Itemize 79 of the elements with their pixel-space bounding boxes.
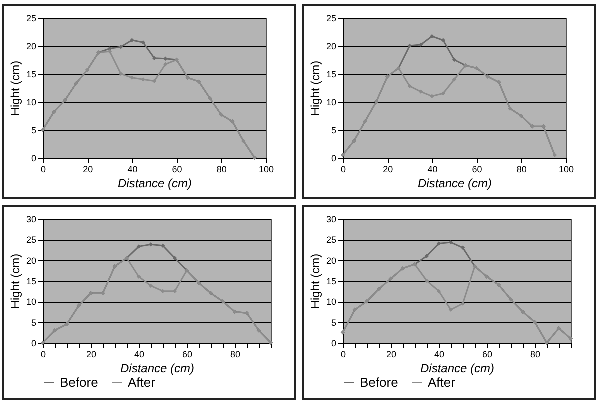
y-tick-label: 5 xyxy=(331,126,336,136)
x-axis-title: Distance (cm) xyxy=(120,362,195,376)
y-tick-label: 20 xyxy=(326,42,336,52)
x-tick-label: 80 xyxy=(216,164,227,174)
y-tick-label: 15 xyxy=(26,276,36,286)
y-tick-label: 25 xyxy=(326,14,336,24)
x-tick-label: 80 xyxy=(530,350,541,360)
y-axis-title: Hight (cm) xyxy=(308,254,322,310)
y-axis-title: Hight (cm) xyxy=(8,60,22,116)
x-tick-label: 0 xyxy=(40,350,46,360)
y-tick-label: 15 xyxy=(26,70,36,80)
y-tick-label: 5 xyxy=(31,126,36,136)
legend-label: Before xyxy=(60,374,98,390)
y-tick-label: 30 xyxy=(26,214,36,224)
x-tick-label: 40 xyxy=(128,164,138,174)
y-tick-label: 10 xyxy=(26,98,36,108)
y-tick-label: 0 xyxy=(31,338,36,348)
y-tick-label: 25 xyxy=(26,14,36,24)
point xyxy=(164,56,168,61)
point xyxy=(452,58,457,62)
point xyxy=(148,284,154,288)
x-tick-label: 80 xyxy=(516,164,527,174)
x-tick-label: 0 xyxy=(340,164,346,174)
point xyxy=(424,278,430,284)
y-tick-label: 30 xyxy=(326,214,336,224)
y-tick-label: 0 xyxy=(331,154,336,164)
y-tick-label: 20 xyxy=(26,256,36,266)
legend-label: Before xyxy=(360,374,398,390)
x-axis-title: Distance (cm) xyxy=(118,176,192,190)
x-tick-label: 20 xyxy=(83,164,94,174)
point xyxy=(452,77,457,82)
y-tick-label: 10 xyxy=(26,297,36,308)
y-tick-label: 5 xyxy=(31,318,36,328)
point xyxy=(441,38,446,43)
y-tick-label: 15 xyxy=(326,276,336,286)
x-tick-label: 20 xyxy=(86,350,97,360)
x-tick-label: 40 xyxy=(434,350,445,360)
legend-label: After xyxy=(428,374,456,390)
y-tick-label: 20 xyxy=(326,256,336,266)
x-tick-label: 0 xyxy=(340,350,346,360)
point xyxy=(418,90,424,94)
point xyxy=(130,76,134,80)
x-tick-label: 0 xyxy=(40,164,46,174)
y-tick-label: 10 xyxy=(326,297,336,308)
y-tick-label: 25 xyxy=(26,235,36,246)
point xyxy=(460,246,466,250)
y-tick-label: 0 xyxy=(331,338,336,348)
x-axis-title: Distance (cm) xyxy=(418,176,492,190)
point xyxy=(448,308,454,312)
x-tick-label: 40 xyxy=(134,350,145,360)
y-tick-label: 10 xyxy=(326,98,336,108)
x-tick-label: 40 xyxy=(428,164,438,174)
x-tick-label: 100 xyxy=(558,164,574,174)
y-tick-label: 25 xyxy=(326,235,336,246)
y-tick-label: 20 xyxy=(26,42,36,52)
y-axis-title: Hight (cm) xyxy=(308,60,322,116)
x-tick-label: 80 xyxy=(230,350,241,360)
point xyxy=(141,40,146,45)
x-tick-label: 20 xyxy=(386,350,397,360)
legend-label: After xyxy=(128,374,156,390)
x-tick-label: 20 xyxy=(383,164,394,174)
line-series xyxy=(340,63,557,158)
y-tick-label: 5 xyxy=(331,318,336,328)
point xyxy=(141,77,146,82)
point xyxy=(408,84,412,88)
x-axis-title: Distance (cm) xyxy=(420,362,495,376)
point xyxy=(118,45,124,50)
point xyxy=(118,72,124,76)
x-tick-label: 60 xyxy=(172,164,182,174)
y-axis-title: Hight (cm) xyxy=(8,254,22,310)
x-tick-label: 60 xyxy=(482,350,493,360)
point xyxy=(441,91,446,96)
y-tick-label: 15 xyxy=(326,70,336,80)
point xyxy=(430,94,434,99)
x-tick-label: 100 xyxy=(258,164,274,174)
x-tick-label: 60 xyxy=(182,350,193,360)
x-tick-label: 60 xyxy=(472,164,482,174)
y-tick-label: 0 xyxy=(31,154,36,164)
point xyxy=(130,38,134,43)
